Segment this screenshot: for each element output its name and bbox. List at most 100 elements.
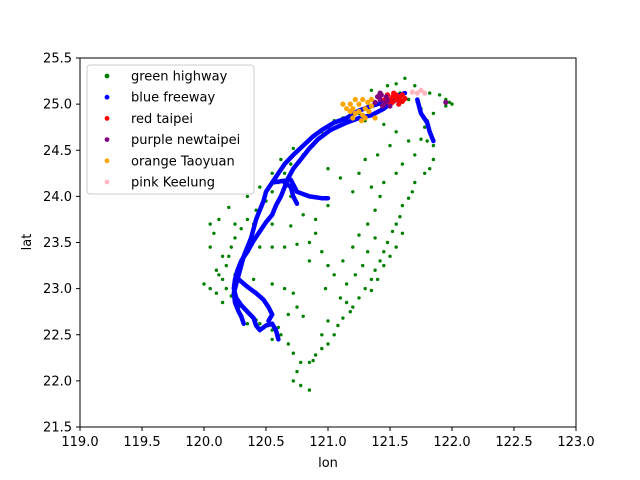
- data-point: [348, 310, 352, 314]
- data-point: [414, 90, 420, 96]
- data-point: [326, 319, 330, 323]
- data-point: [351, 305, 355, 309]
- y-tick-label: 24.5: [43, 144, 72, 159]
- data-point: [291, 379, 295, 383]
- data-point: [344, 282, 349, 286]
- data-point: [373, 208, 377, 212]
- ticks-layer: 119.0 119.5 120.0 120.5 121.0 121.5 122.0 122.5…: [43, 52, 595, 451]
- data-point: [270, 171, 274, 175]
- data-point: [258, 322, 262, 326]
- data-point: [301, 314, 305, 318]
- data-point: [357, 171, 361, 175]
- data-point: [291, 351, 295, 355]
- legend-label: green highway: [131, 70, 228, 85]
- data-point: [227, 205, 231, 210]
- data-point: [286, 312, 290, 317]
- data-point: [299, 383, 303, 388]
- data-point: [301, 213, 305, 217]
- data-point: [413, 180, 417, 185]
- data-point: [351, 190, 355, 194]
- data-point: [402, 96, 408, 102]
- data-point: [307, 259, 312, 263]
- data-point: [239, 227, 243, 231]
- data-point: [338, 176, 343, 180]
- legend-box: [86, 64, 255, 195]
- data-point: [394, 245, 398, 249]
- legend-marker: [104, 137, 110, 143]
- y-tick-label: 23.0: [43, 282, 72, 297]
- legend-label: orange Taoyuan: [131, 154, 235, 169]
- data-point: [341, 316, 345, 320]
- data-point: [320, 333, 324, 337]
- data-point: [295, 369, 299, 374]
- data-point: [366, 108, 372, 115]
- freeway-path: [231, 90, 408, 326]
- data-point: [380, 103, 386, 109]
- data-point: [431, 157, 436, 162]
- data-point: [245, 322, 250, 326]
- data-point: [366, 250, 370, 254]
- legend-marker: [104, 158, 110, 164]
- x-tick-label: 122.5: [495, 435, 532, 450]
- data-point: [409, 89, 415, 95]
- y-tick-label: 25.0: [43, 98, 72, 113]
- data-point: [233, 222, 237, 226]
- data-point: [208, 286, 212, 291]
- data-point: [363, 286, 367, 291]
- data-point: [313, 231, 318, 235]
- series-3: [372, 90, 449, 109]
- data-point: [437, 93, 442, 97]
- data-point: [358, 118, 365, 124]
- series-5: [409, 87, 428, 96]
- x-tick-label: 122.0: [433, 435, 470, 450]
- data-point: [368, 96, 374, 103]
- data-point: [286, 342, 290, 346]
- data-point: [447, 100, 452, 105]
- x-tick-label: 123.0: [557, 435, 594, 450]
- data-layer: [202, 76, 454, 392]
- data-point: [214, 268, 219, 272]
- data-point: [394, 171, 398, 175]
- data-point: [372, 115, 378, 121]
- data-point: [428, 91, 432, 95]
- data-point: [369, 185, 374, 189]
- data-point: [384, 97, 391, 103]
- data-point: [220, 300, 225, 305]
- series-4: [340, 96, 378, 124]
- legend-marker: [104, 94, 110, 100]
- data-point: [340, 101, 346, 107]
- data-point: [400, 203, 405, 208]
- data-point: [382, 180, 386, 185]
- y-tick-label: 22.5: [43, 328, 72, 343]
- data-point: [403, 76, 407, 81]
- x-tick-label: 121.0: [309, 435, 346, 450]
- data-point: [289, 162, 293, 166]
- data-point: [357, 296, 361, 300]
- x-tick-label: 121.5: [371, 435, 408, 450]
- data-point: [336, 323, 340, 328]
- data-point: [388, 254, 392, 258]
- data-point: [326, 203, 330, 208]
- data-point: [347, 101, 353, 107]
- data-point: [418, 87, 424, 93]
- data-point: [332, 273, 336, 277]
- data-point: [406, 196, 411, 200]
- y-tick-label: 24.0: [43, 190, 72, 205]
- x-tick-label: 120.0: [185, 435, 222, 450]
- data-point: [338, 296, 343, 300]
- data-point: [431, 111, 436, 116]
- data-point: [378, 259, 382, 263]
- x-tick-label: 119.5: [123, 435, 160, 450]
- data-point: [365, 99, 371, 105]
- data-point: [450, 102, 454, 106]
- data-point: [208, 245, 212, 249]
- data-point: [307, 240, 312, 245]
- data-point: [400, 162, 405, 166]
- data-point: [398, 215, 402, 219]
- data-point: [360, 96, 366, 103]
- data-point: [373, 268, 377, 272]
- freeway-path: [231, 97, 399, 342]
- data-point: [258, 245, 262, 249]
- data-point: [352, 96, 358, 103]
- data-point: [224, 286, 228, 291]
